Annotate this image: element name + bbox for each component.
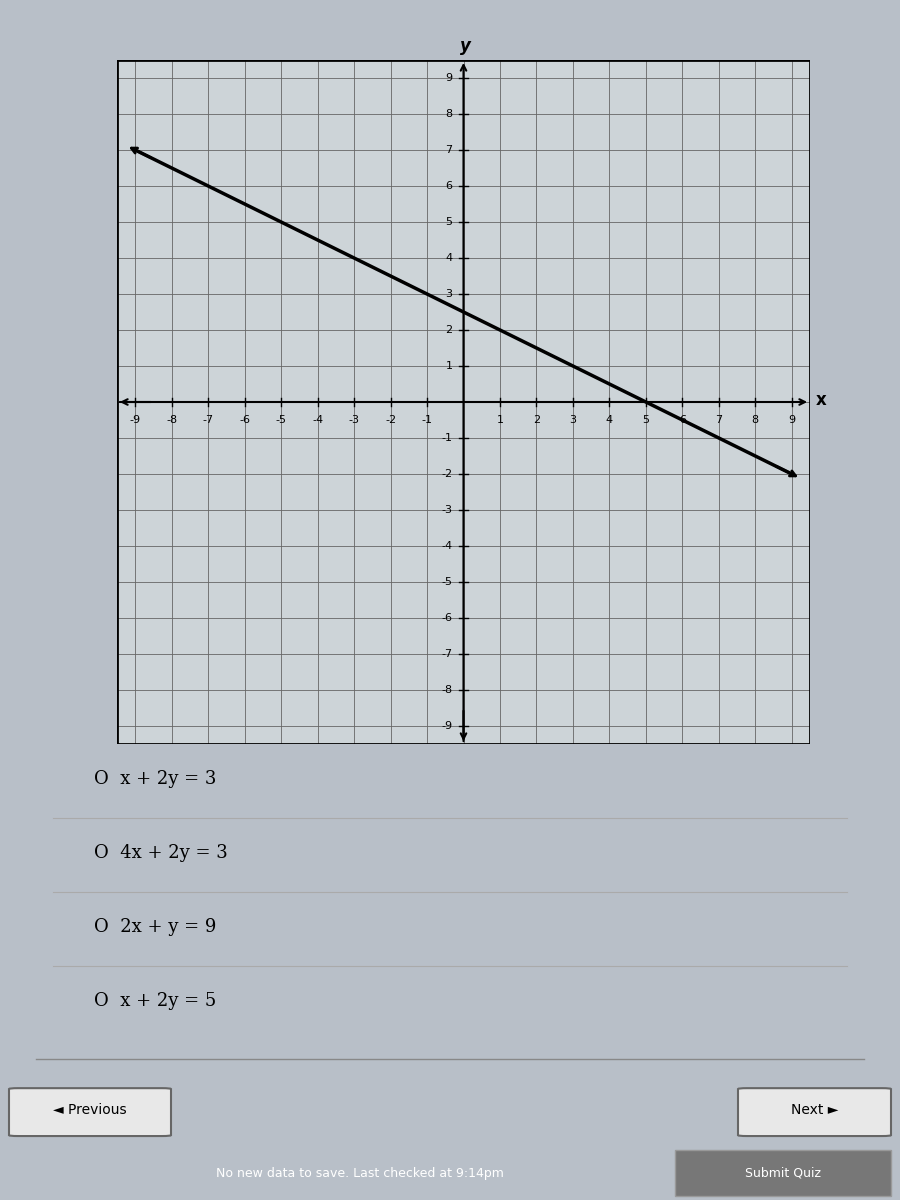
Text: O  4x + 2y = 3: O 4x + 2y = 3: [94, 844, 228, 862]
Text: Which equation represents the line on the graph below?: Which equation represents the line on th…: [151, 61, 749, 80]
Text: 3: 3: [446, 289, 453, 299]
Text: 5: 5: [446, 217, 453, 227]
Text: 7: 7: [716, 415, 723, 425]
Text: 2: 2: [446, 325, 453, 335]
Text: -7: -7: [441, 649, 453, 659]
Text: -3: -3: [348, 415, 360, 425]
Text: O  x + 2y = 3: O x + 2y = 3: [94, 770, 216, 788]
Text: 7: 7: [446, 145, 453, 155]
Text: -2: -2: [385, 415, 396, 425]
Text: 9: 9: [446, 73, 453, 83]
Text: 6: 6: [446, 181, 453, 191]
Text: -8: -8: [441, 685, 453, 695]
Text: -5: -5: [442, 577, 453, 587]
FancyBboxPatch shape: [9, 1088, 171, 1136]
Text: 1: 1: [497, 415, 503, 425]
FancyBboxPatch shape: [675, 1150, 891, 1196]
Text: -1: -1: [442, 433, 453, 443]
Text: -1: -1: [421, 415, 433, 425]
Text: O  2x + y = 9: O 2x + y = 9: [94, 918, 216, 936]
Text: -7: -7: [202, 415, 213, 425]
Text: 8: 8: [446, 109, 453, 119]
Text: 6: 6: [679, 415, 686, 425]
Text: 3: 3: [570, 415, 576, 425]
Text: 5: 5: [643, 415, 650, 425]
Text: ◄ Previous: ◄ Previous: [53, 1103, 127, 1117]
Text: -9: -9: [441, 721, 453, 731]
Text: -4: -4: [441, 541, 453, 551]
Text: -8: -8: [166, 415, 177, 425]
Text: -3: -3: [442, 505, 453, 515]
Text: 4: 4: [446, 253, 453, 263]
Text: 4: 4: [606, 415, 613, 425]
Text: 8: 8: [752, 415, 759, 425]
Text: No new data to save. Last checked at 9:14pm: No new data to save. Last checked at 9:1…: [216, 1166, 504, 1180]
Text: Next ►: Next ►: [791, 1103, 838, 1117]
Text: x: x: [815, 391, 826, 409]
Text: -9: -9: [130, 415, 140, 425]
Text: O  x + 2y = 5: O x + 2y = 5: [94, 991, 216, 1010]
Text: y: y: [460, 36, 471, 54]
Text: 1: 1: [446, 361, 453, 371]
Text: 9: 9: [788, 415, 796, 425]
Text: -2: -2: [441, 469, 453, 479]
Text: -4: -4: [312, 415, 323, 425]
Text: Submit Quiz: Submit Quiz: [745, 1166, 821, 1180]
Text: -6: -6: [442, 613, 453, 623]
Text: 2: 2: [533, 415, 540, 425]
FancyBboxPatch shape: [738, 1088, 891, 1136]
Text: -5: -5: [275, 415, 286, 425]
Text: -6: -6: [239, 415, 250, 425]
